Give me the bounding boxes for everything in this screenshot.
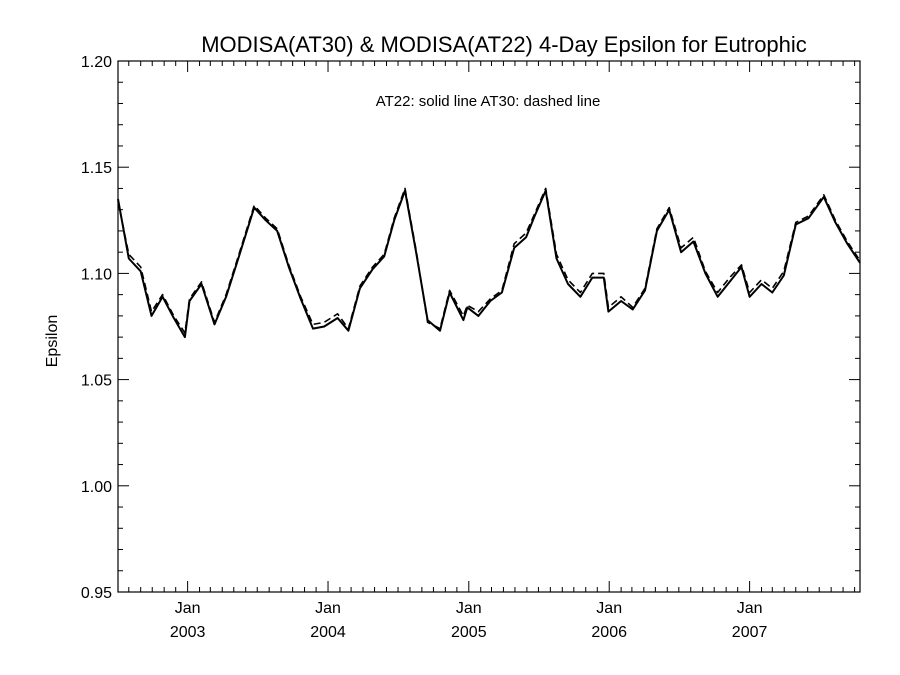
axis-ticks [118,60,860,593]
series-line-at30 [117,187,861,334]
x-tick-label-year: 2003 [170,624,206,641]
plot-frame [117,60,861,593]
x-tick-label-year: 2005 [451,624,487,641]
x-tick-label-month: Jan [175,600,201,617]
x-tick-label-month: Jan [737,600,763,617]
y-tick-label: 1.20 [81,54,112,71]
legend-annotation: AT22: solid line AT30: dashed line [376,93,601,110]
y-tick-label: 1.00 [81,479,112,496]
x-tick-label-year: 2007 [732,624,768,641]
x-tick-label-year: 2004 [310,624,346,641]
x-tick-label-month: Jan [456,600,482,617]
y-tick-label: 0.95 [81,585,112,602]
y-tick-label: 1.15 [81,160,112,177]
x-tick-label-year: 2006 [591,624,627,641]
x-tick-label-month: Jan [596,600,622,617]
y-axis-label: Epsilon [44,315,61,367]
series-layer [117,187,861,339]
y-tick-label: 1.10 [81,266,112,283]
y-tick-labels: 0.95 1.00 1.05 1.10 1.15 1.20 [81,54,112,602]
y-tick-label: 1.05 [81,373,112,390]
series-line-at22 [117,189,861,339]
x-tick-labels: Jan 2003 Jan 2004 Jan 2005 Jan 2006 Jan 2007 [170,600,768,641]
x-tick-label-month: Jan [315,600,341,617]
chart-title: MODISA(AT30) & MODISA(AT22) 4-Day Epsilo… [201,32,807,57]
